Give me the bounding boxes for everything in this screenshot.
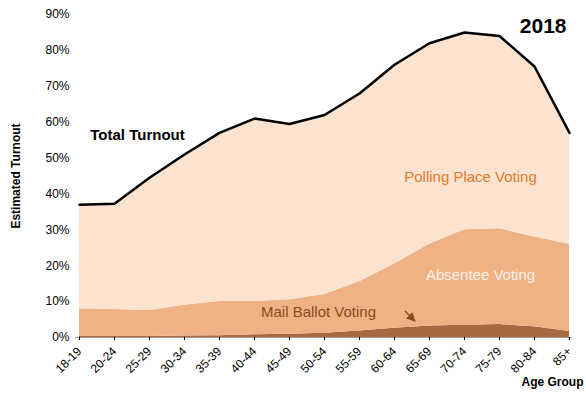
svg-text:30%: 30% [45, 223, 69, 237]
svg-text:70-74: 70-74 [438, 344, 470, 376]
svg-text:55-59: 55-59 [333, 344, 365, 376]
svg-text:20%: 20% [45, 259, 69, 273]
svg-text:90%: 90% [45, 7, 69, 21]
svg-text:40-44: 40-44 [228, 344, 260, 376]
svg-text:10%: 10% [45, 294, 69, 308]
svg-text:80-84: 80-84 [508, 344, 540, 376]
svg-text:50-54: 50-54 [298, 344, 330, 376]
svg-text:80%: 80% [45, 43, 69, 57]
svg-text:Estimated Turnout: Estimated Turnout [9, 123, 23, 228]
svg-text:30-34: 30-34 [158, 344, 190, 376]
svg-text:85+: 85+ [550, 344, 574, 368]
svg-text:65-69: 65-69 [403, 344, 435, 376]
svg-text:75-79: 75-79 [473, 344, 505, 376]
svg-text:25-29: 25-29 [123, 344, 155, 376]
svg-text:Total Turnout: Total Turnout [90, 126, 184, 143]
svg-text:35-39: 35-39 [193, 344, 225, 376]
svg-text:Mail Ballot Voting: Mail Ballot Voting [261, 303, 376, 320]
svg-text:40%: 40% [45, 187, 69, 201]
svg-text:2018: 2018 [520, 14, 567, 37]
svg-text:60%: 60% [45, 115, 69, 129]
svg-text:20-24: 20-24 [88, 344, 120, 376]
svg-text:45-49: 45-49 [263, 344, 295, 376]
svg-text:60-64: 60-64 [368, 344, 400, 376]
svg-text:Polling Place Voting: Polling Place Voting [404, 168, 537, 185]
svg-text:Absentee Voting: Absentee Voting [426, 266, 535, 283]
svg-text:0%: 0% [52, 330, 70, 344]
svg-text:Age Group: Age Group [522, 375, 584, 389]
svg-text:70%: 70% [45, 79, 69, 93]
svg-text:50%: 50% [45, 151, 69, 165]
svg-text:18-19: 18-19 [53, 344, 85, 376]
